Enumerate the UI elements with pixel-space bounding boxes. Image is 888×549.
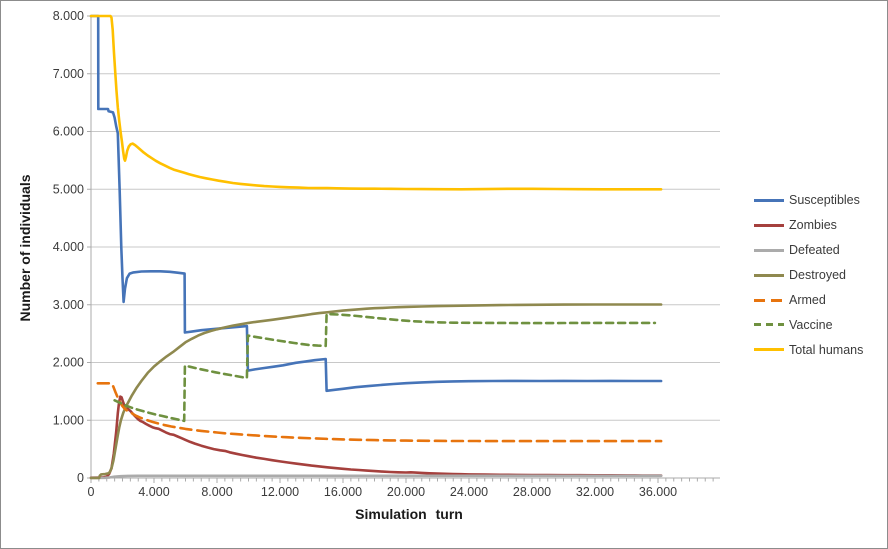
legend-label-susceptibles: Susceptibles [789,193,860,208]
x-tick-label: 8.000 [201,485,232,499]
x-tick-label: 24.000 [450,485,488,499]
legend-item-destroyed: Destroyed [754,263,863,288]
x-tick-label: 0 [88,485,95,499]
x-axis-title: Simulation turn [355,506,463,522]
legend-swatch-defeated [754,248,784,252]
series-defeated [89,474,663,480]
legend-swatch-destroyed [754,273,784,277]
series-susceptibles [89,14,663,393]
legend-item-zombies: Zombies [754,213,863,238]
y-tick-label: 4.000 [53,240,84,254]
legend-swatch-total-humans [754,348,784,352]
legend-item-defeated: Defeated [754,238,863,263]
legend-swatch-vaccine [754,323,784,327]
x-tick-label: 12.000 [261,485,299,499]
y-tick-label: 5.000 [53,182,84,196]
legend-label-armed: Armed [789,293,826,307]
legend-label-zombies: Zombies [789,218,837,233]
legend-label-destroyed: Destroyed [789,268,846,283]
x-tick-label: 16.000 [324,485,362,499]
series-destroyed [89,303,663,480]
series-total-humans [89,14,663,191]
y-tick-label: 2.000 [53,356,84,370]
y-tick-label: 0 [77,471,84,485]
series-armed [96,381,663,443]
y-tick-label: 1.000 [53,413,84,427]
y-tick-label: 8.000 [53,9,84,23]
y-tick-label: 7.000 [53,67,84,81]
legend-label-vaccine: Vaccine [789,317,833,332]
legend: Susceptibles Zombies Defeated Destroyed Arme… [754,188,863,362]
y-tick-label: 6.000 [53,125,84,139]
legend-swatch-susceptibles [754,198,784,202]
series-zombies [89,395,663,480]
legend-item-armed: Armed [754,288,863,313]
x-tick-label: 4.000 [138,485,169,499]
legend-item-vaccine: Vaccine [754,312,863,337]
x-tick-label: 20.000 [387,485,425,499]
x-tick-label: 32.000 [576,485,614,499]
legend-label-defeated: Defeated [789,243,840,258]
series-vaccine [113,312,657,423]
legend-swatch-armed [754,298,784,302]
legend-item-susceptibles: Susceptibles [754,188,863,213]
y-tick-label: 3.000 [53,298,84,312]
x-tick-label: 28.000 [513,485,551,499]
legend-swatch-zombies [754,223,784,227]
legend-label-total-humans: Total humans [789,342,864,357]
y-axis-title: Number of individuals [17,174,33,322]
legend-item-total-humans: Total humans [754,337,863,362]
x-tick-label: 36.000 [639,485,677,499]
